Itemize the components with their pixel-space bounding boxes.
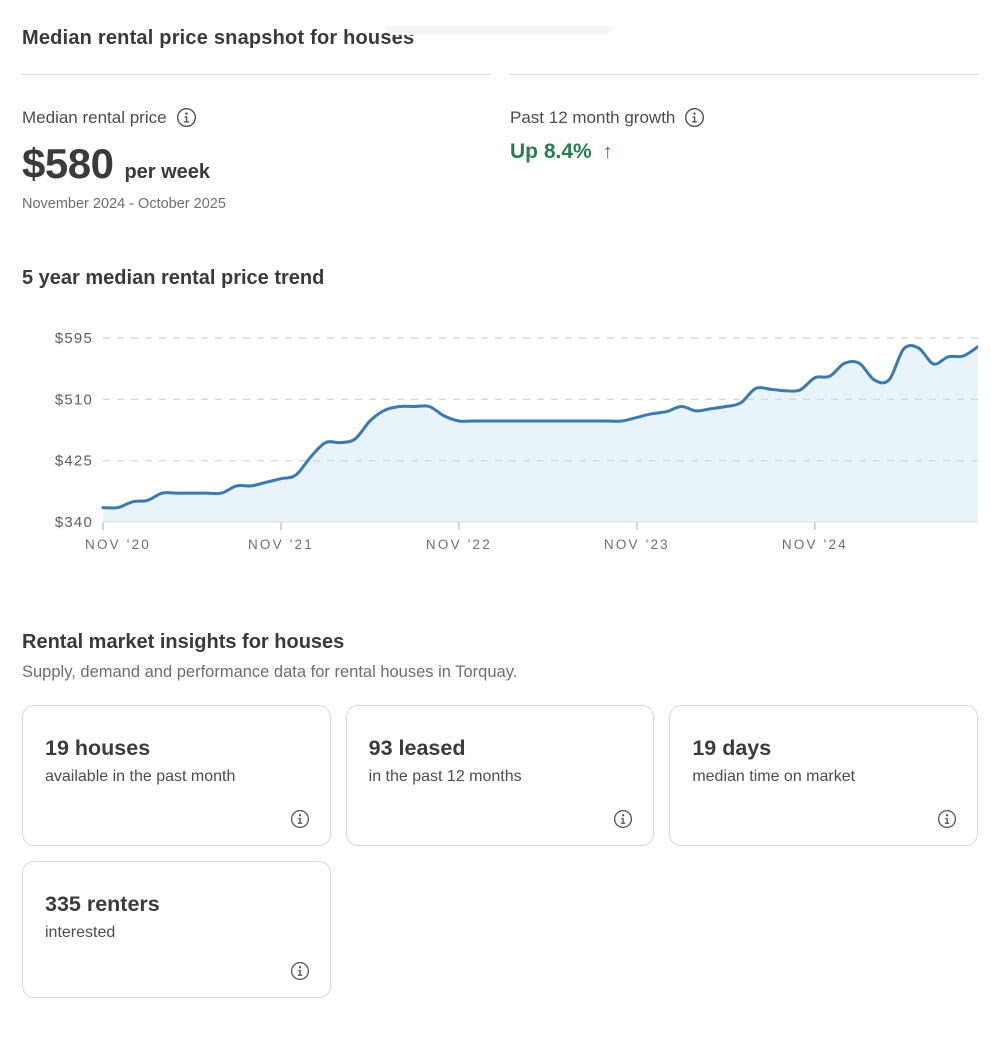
card-description: interested	[45, 924, 116, 941]
median-price-panel: Median rental price $580 per week Novemb…	[22, 74, 490, 212]
trend-line-chart[interactable]: $340 $425 $510 $595 NOV '20 NOV '21 NOV '22 NOV…	[22, 322, 978, 562]
y-axis-tick-label: $595	[55, 330, 93, 347]
card-value: 93 leased	[368, 736, 466, 760]
growth-panel: Past 12 month growth Up 8.4% ↑	[510, 74, 978, 212]
info-icon[interactable]	[613, 809, 633, 829]
y-axis-tick-label: $425	[55, 453, 93, 470]
median-price-label-row: Median rental price	[22, 107, 490, 128]
x-axis-tick-label: NOV '22	[426, 537, 492, 552]
card-value: 19 houses	[45, 736, 151, 760]
median-price-row: $580 per week	[22, 140, 490, 188]
info-icon[interactable]	[290, 961, 310, 981]
insight-card-days-on-market: 19 days median time on market	[669, 705, 978, 846]
x-axis-tick-label: NOV '23	[604, 537, 670, 552]
x-axis-tick-label: NOV '21	[248, 537, 314, 552]
info-icon[interactable]	[176, 107, 197, 128]
y-axis-tick-label: $510	[55, 391, 93, 408]
card-description: median time on market	[692, 768, 856, 785]
insight-card-leased: 93 leased in the past 12 months	[345, 705, 655, 846]
median-price-period: November 2024 - October 2025	[22, 196, 226, 212]
cropped-top-pill	[385, 26, 612, 35]
info-icon[interactable]	[290, 809, 310, 829]
trend-title: 5 year median rental price trend	[22, 267, 325, 289]
up-arrow-icon: ↑	[602, 141, 613, 163]
trend-line	[101, 344, 978, 510]
growth-label: Past 12 month growth	[510, 107, 676, 127]
trend-chart-wrap: $340 $425 $510 $595 NOV '20 NOV '21 NOV '22 NOV…	[22, 322, 978, 562]
insights-subtitle: Supply, demand and performance data for …	[22, 663, 518, 681]
info-icon[interactable]	[684, 107, 705, 128]
card-value: 19 days	[692, 736, 772, 760]
x-axis-tick-label: NOV '20	[85, 537, 151, 552]
insight-card-available: 19 houses available in the past month	[22, 705, 331, 846]
median-price-value: $580	[22, 140, 114, 187]
insight-card-renters: 335 renters interested	[22, 861, 331, 998]
rental-snapshot-page: Median rental price snapshot for houses …	[0, 26, 991, 1050]
card-description: in the past 12 months	[368, 768, 522, 785]
card-value: 335 renters	[45, 892, 160, 916]
snapshot-title: Median rental price snapshot for houses	[22, 27, 415, 49]
x-axis-tick-label: NOV '24	[782, 537, 848, 552]
trend-area-fill	[103, 345, 978, 522]
snapshot-grid: Median rental price $580 per week Novemb…	[22, 74, 978, 212]
median-price-label: Median rental price	[22, 107, 167, 127]
insight-cards-grid: 19 houses available in the past month 93…	[22, 705, 978, 998]
info-icon[interactable]	[937, 809, 957, 829]
insights-title: Rental market insights for houses	[22, 631, 345, 653]
growth-row: Up 8.4% ↑	[510, 140, 978, 164]
y-axis-tick-label: $340	[55, 514, 93, 531]
growth-label-row: Past 12 month growth	[510, 107, 978, 128]
card-description: available in the past month	[45, 768, 236, 785]
median-price-unit: per week	[124, 161, 211, 183]
growth-value: Up 8.4%	[510, 140, 592, 163]
